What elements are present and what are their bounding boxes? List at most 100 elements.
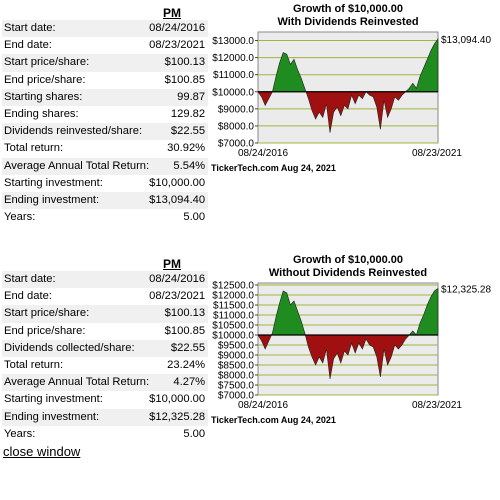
stat-label: Ending investment: (2, 408, 150, 426)
stat-row: Ending shares: 129.82 (2, 106, 208, 123)
stat-value: 5.54% (149, 157, 209, 175)
chart-subtitle: With Dividends Reinvested (277, 16, 418, 28)
ticker-symbol[interactable]: PM (163, 6, 181, 20)
stat-label: Start date: (2, 20, 150, 38)
y-tick-label: $11000.0 (213, 311, 254, 322)
stat-row: End price/share: $100.85 (2, 323, 208, 340)
stat-value: 23.24% (167, 359, 206, 372)
y-tick-label: $7000.0 (218, 139, 255, 150)
stat-row: Average Annual Total Return: 4.27% (2, 374, 209, 392)
stat-label: Dividends collected/share: (2, 339, 150, 358)
chart-title: Growth of $10,000.00 (293, 254, 403, 266)
stat-label: Total return: (4, 359, 64, 372)
growth-chart: Growth of $10,000.00 Without Dividends Re… (208, 251, 500, 500)
stat-label: Start price/share: (2, 54, 150, 72)
stat-value: 4.27% (149, 374, 209, 392)
chart-title: Growth of $10,000.00 (293, 3, 403, 15)
y-tick-label: $10000.0 (212, 331, 254, 342)
y-tick-label: $9000.0 (218, 351, 255, 362)
y-tick-label: $7500.0 (218, 381, 255, 392)
stat-value: 30.92% (167, 142, 206, 155)
stat-row: Average Annual Total Return: 5.54% (2, 157, 209, 175)
chart-credit: TickerTech.com Aug 24, 2021 (211, 415, 336, 425)
y-tick-label: $10500.0 (212, 321, 254, 332)
y-tick-label: $11500.0 (213, 301, 254, 312)
stat-label: End price/share: (4, 73, 86, 86)
stat-value: $100.13 (149, 54, 209, 72)
stat-label: Ending investment: (2, 192, 150, 210)
stat-value: 5.00 (183, 211, 206, 224)
stat-row: Starting investment: $10,000.00 (2, 175, 208, 192)
stat-value: $13,094.40 (149, 192, 209, 210)
stat-value: $22.55 (149, 123, 209, 141)
y-tick-label: $7000.0 (218, 391, 255, 402)
x-start-label: 08/24/2016 (238, 400, 288, 411)
stat-label: Total return: (4, 142, 64, 155)
stat-label: Average Annual Total Return: (2, 374, 150, 392)
stat-value: 08/23/2021 (149, 290, 206, 303)
stat-value: $10,000.00 (149, 393, 206, 406)
stat-label: Average Annual Total Return: (2, 157, 150, 175)
stat-row: Years: 5.00 (2, 209, 208, 226)
x-end-label: 08/23/2021 (412, 400, 462, 411)
gain-area (404, 37, 439, 93)
stat-value: 08/24/2016 (149, 271, 209, 289)
stat-row: Starting investment: $10,000.00 (2, 391, 208, 408)
loss-area (305, 91, 367, 133)
stat-row: Ending investment: $13,094.40 (2, 192, 209, 210)
stat-label: Years: (4, 427, 36, 440)
y-tick-label: $9500.0 (218, 341, 255, 352)
stat-label: Starting shares: (2, 88, 150, 107)
y-tick-label: $12500.0 (212, 281, 254, 292)
stat-row: End price/share: $100.85 (2, 72, 208, 89)
loss-area (304, 334, 410, 380)
y-tick-label: $9000.0 (218, 104, 255, 115)
stat-label: Ending shares: (4, 108, 79, 121)
stat-label: Dividends reinvested/share: (2, 123, 150, 141)
stat-label: Start price/share: (2, 305, 150, 323)
stat-row: Start date: 08/24/2016 (2, 271, 209, 289)
y-tick-label: $12000.0 (212, 291, 254, 302)
stat-value: $100.85 (164, 324, 206, 337)
stat-row: End date: 08/23/2021 (2, 37, 208, 54)
stat-row: End date: 08/23/2021 (2, 288, 208, 305)
stat-value: $100.85 (164, 73, 206, 86)
y-tick-label: $8000.0 (218, 371, 255, 382)
gain-area (271, 290, 306, 336)
ticker-symbol[interactable]: PM (163, 257, 181, 271)
stat-label: Start date: (2, 271, 150, 289)
stat-row: Dividends reinvested/share: $22.55 (2, 123, 209, 141)
end-value-label: $12,325.28 (441, 284, 491, 295)
stat-row: Starting shares: 99.87 (2, 88, 209, 107)
stat-label: End date: (4, 290, 52, 303)
stat-row: Dividends collected/share: $22.55 (2, 339, 209, 358)
gain-area (408, 287, 439, 336)
end-value-label: $13,094.40 (441, 35, 491, 46)
stat-row: Total return: 23.24% (2, 357, 208, 374)
chart-subtitle: Without Dividends Reinvested (269, 267, 427, 279)
stat-row: Start price/share: $100.13 (2, 305, 209, 323)
y-tick-label: $13000.0 (212, 36, 254, 47)
stat-row: Ending investment: $12,325.28 (2, 408, 209, 426)
stat-value: $12,325.28 (149, 408, 209, 426)
gain-area (272, 52, 307, 93)
x-end-label: 08/23/2021 (412, 148, 462, 159)
close-window-link[interactable]: close window (3, 444, 81, 459)
stat-value: 5.00 (183, 427, 206, 440)
stat-value: 08/24/2016 (149, 20, 209, 38)
stat-row: Start date: 08/24/2016 (2, 20, 209, 38)
stat-value: $10,000.00 (149, 176, 206, 189)
stats-table: Start date: 08/24/2016 End date: 08/23/2021… (2, 20, 209, 226)
stat-value: 129.82 (170, 108, 206, 121)
stat-row: Start price/share: $100.13 (2, 54, 209, 72)
y-tick-label: $10000.0 (212, 87, 254, 98)
stat-label: Starting investment: (4, 176, 103, 189)
stat-label: Years: (4, 211, 36, 224)
stat-row: Total return: 30.92% (2, 140, 208, 157)
stat-label: End date: (4, 39, 52, 52)
stat-value: 08/23/2021 (149, 39, 206, 52)
stat-value: $22.55 (149, 339, 209, 358)
stat-row: Years: 5.00 (2, 426, 208, 443)
